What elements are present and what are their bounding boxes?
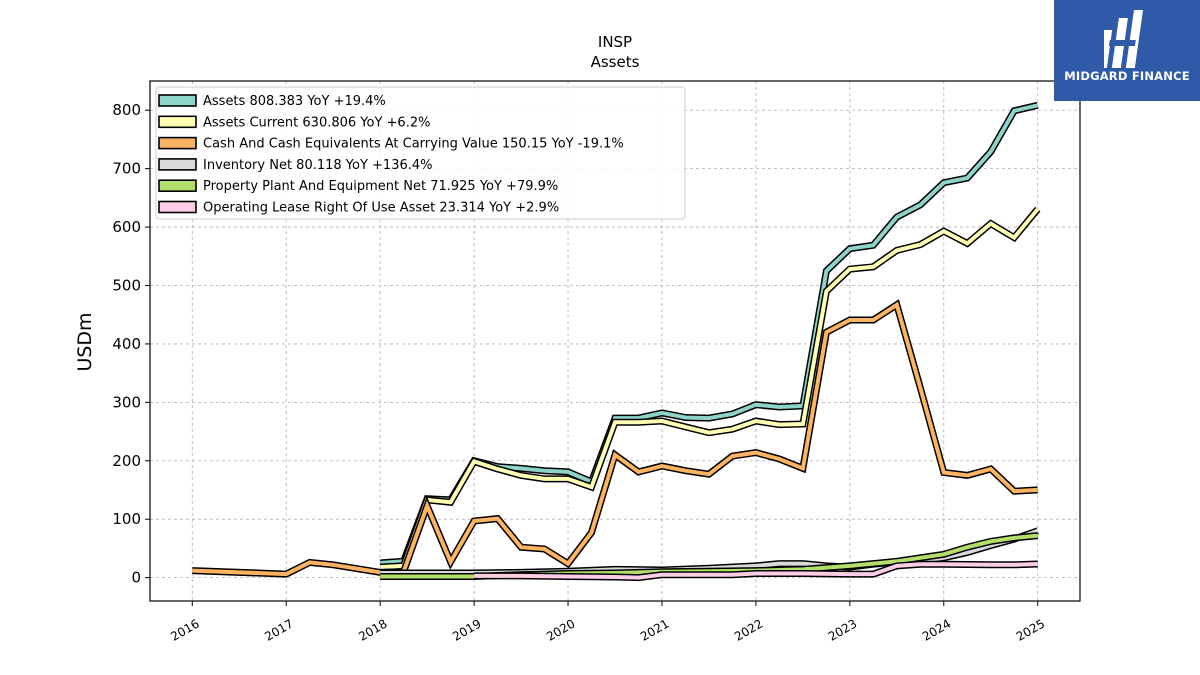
legend-entry-label: Assets 808.383 YoY +19.4%	[203, 94, 386, 109]
y-tick-label: 700	[112, 160, 141, 178]
legend-swatch	[158, 94, 197, 107]
chart-subtitle: Assets	[591, 53, 640, 71]
brand-name: MIDGARD FINANCE	[1064, 69, 1190, 83]
legend-entry-label: Inventory Net 80.118 YoY +136.4%	[203, 158, 433, 173]
legend-swatch	[158, 179, 197, 192]
x-tick-label: 2016	[168, 616, 201, 643]
x-tick-label: 2019	[450, 616, 483, 643]
series-outline-1	[380, 206, 1041, 571]
y-tick-label: 400	[112, 335, 141, 353]
series-outline-2	[192, 299, 1038, 578]
x-tick-label: 2017	[262, 616, 295, 643]
legend-swatch	[158, 115, 197, 129]
y-axis-label: USDm	[74, 312, 96, 371]
y-tick-label: 100	[112, 510, 141, 528]
y-axis-ticks: 0 100 200 300 400 500 600 700 800	[112, 101, 150, 587]
legend: Assets 808.383 YoY +19.4% Assets Current …	[155, 86, 686, 220]
brand-mark-icon	[1104, 10, 1143, 68]
chart-title: INSP	[598, 33, 632, 51]
legend-entry-label: Assets Current 630.806 YoY +6.2%	[203, 115, 430, 130]
legend-entry-label: Operating Lease Right Of Use Asset 23.31…	[203, 201, 559, 216]
y-tick-label: 800	[112, 101, 141, 119]
legend-swatch	[158, 158, 197, 171]
series-line-1	[380, 207, 1040, 570]
brand-logo: MIDGARD FINANCE	[1054, 0, 1200, 101]
legend-entry-label: Property Plant And Equipment Net 71.925 …	[203, 179, 558, 194]
x-tick-label: 2024	[920, 616, 953, 643]
legend-swatch	[158, 200, 197, 214]
series-layer	[192, 101, 1041, 582]
x-tick-label: 2021	[638, 616, 671, 643]
x-tick-label: 2025	[1014, 616, 1047, 643]
x-tick-label: 2020	[544, 616, 577, 643]
y-tick-label: 300	[112, 393, 141, 411]
series-line-5	[474, 562, 1038, 580]
y-tick-label: 200	[112, 452, 141, 470]
plot-frame	[149, 80, 1081, 602]
y-tick-label: 0	[131, 569, 141, 587]
x-tick-label: 2018	[356, 616, 389, 643]
legend-entry-label: Cash And Cash Equivalents At Carrying Va…	[203, 137, 624, 152]
legend-box	[155, 86, 686, 220]
legend-swatch	[158, 136, 197, 150]
x-tick-label: 2023	[826, 616, 859, 643]
x-axis-ticks: 2016 2017 2018 2019 2020 2021 2022 2023 2024 2025	[168, 601, 1047, 644]
y-tick-label: 500	[112, 276, 141, 294]
x-tick-label: 2022	[732, 616, 765, 643]
y-tick-label: 600	[112, 218, 141, 236]
